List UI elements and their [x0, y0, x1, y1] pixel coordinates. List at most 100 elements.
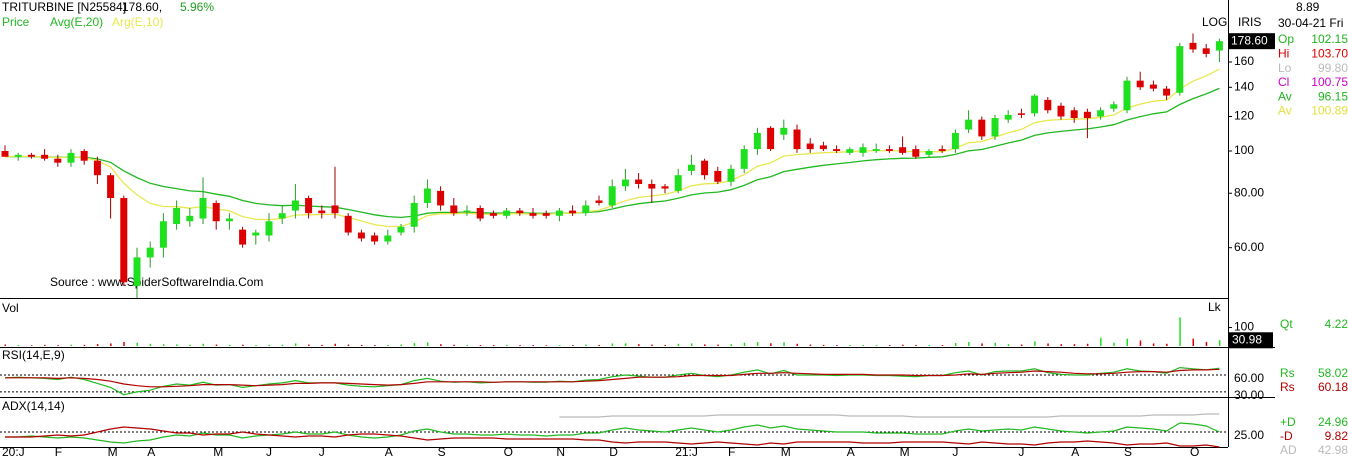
volume-bar	[611, 343, 614, 346]
volume-bar	[57, 345, 59, 346]
info-date: 30-04-21 Fri	[1278, 16, 1343, 30]
y-tick-label: 60.00	[1234, 371, 1264, 385]
candle-body	[437, 190, 445, 206]
candle-body	[1044, 99, 1052, 111]
volume-bar	[1086, 343, 1089, 346]
candle-body	[305, 198, 313, 214]
info-label: Cl	[1278, 75, 1289, 89]
candle-body	[1110, 104, 1118, 109]
candle-body	[674, 175, 682, 191]
volume-bar	[783, 342, 785, 346]
volume-bar	[1179, 317, 1181, 346]
readout-label: +D	[1280, 415, 1296, 429]
y-tick-label: 25.00	[1234, 428, 1264, 442]
x-tick-label: A	[1071, 445, 1079, 459]
volume-bar	[347, 344, 350, 346]
volume-bar	[690, 343, 693, 346]
x-tick-label: J	[1018, 445, 1024, 459]
candle-body	[489, 213, 497, 216]
volume-bar	[796, 343, 798, 346]
volume-bar	[1205, 341, 1208, 346]
x-tick-label: A	[385, 445, 393, 459]
volume-bar	[123, 341, 125, 346]
candle-body	[14, 154, 22, 157]
candle-body	[212, 202, 220, 222]
volume-bar	[149, 343, 152, 346]
x-tick-label: O	[1190, 445, 1199, 459]
volume-bar	[704, 344, 706, 346]
info-value: 100.75	[1311, 75, 1348, 89]
y-tick-label: 100	[1234, 320, 1254, 334]
x-tick-label: M	[213, 445, 223, 459]
volume-bar	[664, 344, 666, 346]
volume-bar	[308, 344, 310, 346]
readout-label: Qt	[1280, 317, 1293, 331]
volume-bar	[1047, 343, 1049, 346]
info-value: 103.70	[1311, 46, 1348, 60]
y-tick-label: 120	[1234, 109, 1254, 123]
volume-bar	[941, 345, 944, 346]
candle-body	[608, 186, 616, 206]
candle-body	[133, 257, 141, 287]
volume-bar	[862, 344, 864, 346]
info-label: Av	[1278, 89, 1292, 103]
candle-body	[1, 150, 9, 157]
volume-bar	[400, 344, 402, 346]
info-value: 99.80	[1318, 61, 1348, 75]
moving-average	[4, 87, 1220, 219]
volume-bar	[255, 345, 257, 346]
readout-value: 58.02	[1318, 366, 1348, 380]
candle-body	[542, 213, 550, 216]
candle-body	[54, 158, 62, 163]
readout-label: Rs	[1280, 366, 1295, 380]
volume-bar	[1152, 343, 1155, 346]
candle-body	[595, 200, 603, 203]
indicator-line	[5, 422, 1220, 444]
volume-bar	[453, 344, 455, 346]
y-tick-label: 30.00	[1234, 388, 1264, 402]
candle-body	[819, 145, 827, 150]
candle-body	[780, 127, 788, 135]
candle-body	[648, 183, 656, 189]
volume-bar	[44, 344, 46, 346]
volume-bar	[242, 344, 244, 346]
candle-body	[146, 247, 154, 258]
volume-bar	[110, 343, 112, 346]
candle-body	[951, 132, 959, 150]
volume-bar	[915, 344, 917, 346]
candle-body	[331, 205, 339, 214]
info-label: Hi	[1278, 46, 1289, 60]
candle-body	[1004, 114, 1012, 120]
last-volume-label: 30.98	[1232, 332, 1262, 346]
candle-body	[555, 210, 563, 216]
candle-body	[1176, 46, 1184, 93]
candle-body	[1136, 80, 1144, 88]
volume-bar	[1007, 344, 1010, 346]
candle-body	[159, 221, 167, 248]
volume-bar	[1073, 344, 1076, 346]
x-tick-label: D	[609, 445, 618, 459]
x-tick-label: J	[319, 445, 325, 459]
candle-body	[885, 149, 893, 151]
readout-value: 24.96	[1318, 415, 1348, 429]
candle-body	[1031, 95, 1039, 114]
candle-body	[701, 160, 709, 176]
panel-title: Vol	[2, 301, 19, 315]
x-tick-label: S	[1124, 445, 1132, 459]
volume-bar	[954, 343, 957, 346]
x-tick-label: 21:J	[675, 445, 698, 459]
candle-body	[727, 168, 735, 182]
readout-label: -D	[1280, 429, 1293, 443]
candle-body	[107, 175, 115, 199]
candle-body	[41, 154, 49, 159]
indicator-line	[559, 413, 1220, 418]
volume-bar	[281, 344, 284, 346]
volume-bar	[875, 345, 878, 346]
candle-body	[899, 147, 907, 153]
x-tick-label: M	[900, 445, 910, 459]
volume-bar	[426, 342, 429, 346]
candle-body	[1189, 42, 1197, 50]
volume-bar	[1166, 343, 1168, 346]
volume-bar	[809, 344, 812, 346]
volume-bar	[717, 344, 719, 346]
